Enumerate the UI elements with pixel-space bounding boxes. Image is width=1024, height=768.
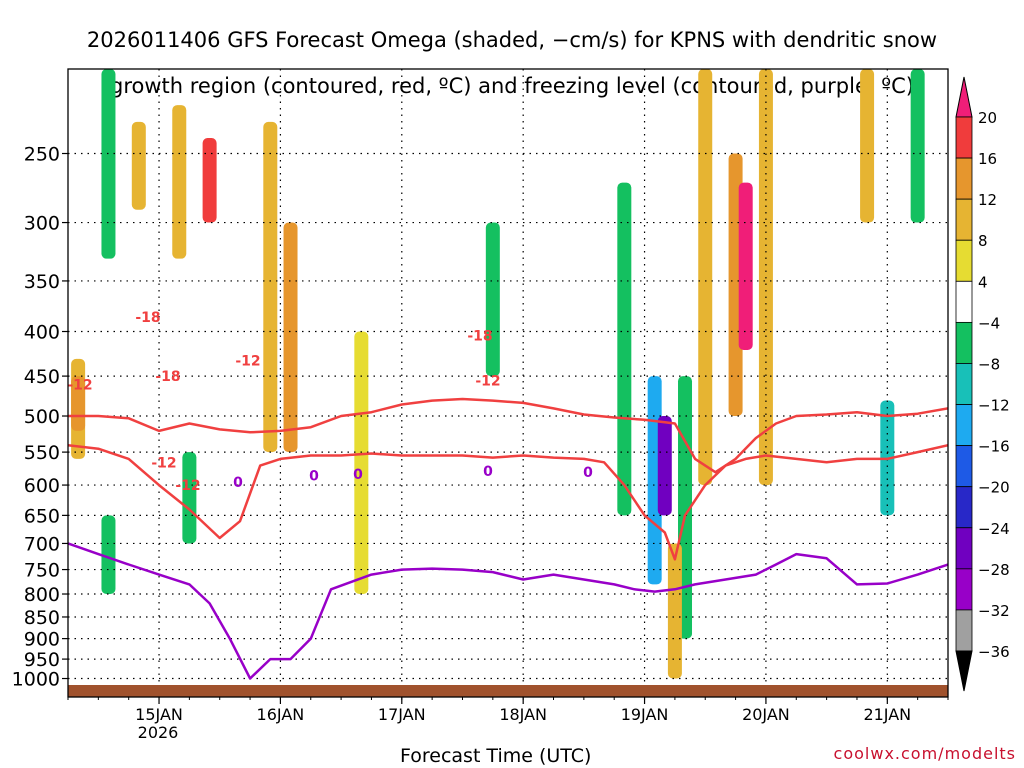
ytick-label-800: 800 [24,584,60,606]
omega-cell-21 [860,69,875,223]
colorbar-label-2: 12 [978,191,997,209]
omega-cell-2 [101,69,116,259]
ytick-label-250: 250 [24,144,60,166]
ytick-label-450: 450 [24,366,60,388]
xtick-label-15JAN: 15JAN [135,705,183,724]
ytick-label-900: 900 [24,629,60,651]
colorbar-bin-0 [955,116,973,159]
xtick-label-21JAN: 21JAN [863,705,911,724]
credit-link[interactable]: coolwx.com/modelts [833,744,1016,763]
omega-cell-17 [698,69,713,486]
y-axis-ticks: 2503003504004505005506006507007508008509… [12,144,68,691]
colorbar-label-10: −24 [978,520,1010,538]
colorbar-label-13: −36 [978,643,1010,661]
ytick-label-300: 300 [24,213,60,235]
contour-label-minus12-4: -12 [475,373,500,389]
omega-cell-12 [617,182,632,516]
grid-lines [68,69,948,697]
omega-cell-11 [485,222,500,377]
ytick-label-700: 700 [24,533,60,555]
colorbar-bin-10 [955,527,973,570]
omega-cell-6 [182,452,197,544]
colorbar-label-9: −20 [978,479,1010,497]
ground-bar [68,685,948,697]
colorbar-bin-11 [955,568,973,611]
colorbar-label-8: −16 [978,438,1010,456]
xtick-label-18JAN: 18JAN [499,705,547,724]
ytick-label-850: 850 [24,607,60,629]
xtick-label-19JAN: 19JAN [621,705,669,724]
colorbar-bin-1 [955,157,973,200]
omega-cell-4 [131,121,146,210]
ytick-label-550: 550 [24,442,60,464]
contour-freezing [68,542,948,680]
colorbar-label-6: −8 [978,355,1000,373]
colorbar-bin-6 [955,363,973,405]
colorbar-top-arrow [955,76,973,118]
colorbar-bottom-arrow [955,650,973,692]
omega-cell-23 [910,69,925,223]
xtick-label-20JAN: 20JAN [742,705,790,724]
colorbar: 20 16 12 8 4 −4 −8 −12 −16 −20 −24 −28 −32 −36 [955,76,1010,692]
contour-label-minus12-0: -12 [67,377,92,393]
colorbar-bin-9 [955,486,973,529]
contour-label-freezing-3: 0 [483,464,493,480]
ytick-label-950: 950 [24,649,60,671]
colorbar-bin-4 [955,280,973,323]
colorbar-bin-12 [955,609,973,652]
contour-label-minus18-1: -18 [155,369,180,385]
omega-cell-16 [667,543,682,679]
contour-minus12 [68,443,948,561]
colorbar-label-4: 4 [978,273,988,291]
omega-cell-14 [657,416,672,516]
colorbar-label-12: −32 [978,602,1010,620]
colorbar-bin-7 [955,404,973,447]
contour-label-freezing-0: 0 [233,475,243,491]
ytick-label-500: 500 [24,406,60,428]
x-axis-label: Forecast Time (UTC) [400,745,592,767]
contour-label-minus12-1: -12 [151,455,176,471]
colorbar-bin-3 [955,239,973,282]
colorbar-label-11: −28 [978,561,1010,579]
colorbar-bin-2 [955,198,973,241]
contour-label-minus12-2: -12 [175,478,200,494]
contour-label-minus18-2: -18 [467,328,492,344]
ytick-label-600: 600 [24,475,60,497]
ytick-label-1000: 1000 [12,669,60,691]
omega-cell-5 [172,105,187,259]
colorbar-label-3: 8 [978,232,988,250]
contour-label-freezing-4: 0 [583,465,593,481]
colorbar-bin-8 [955,445,973,488]
colorbar-bin-5 [955,321,973,364]
xtick-label-16JAN: 16JAN [257,705,305,724]
colorbar-label-0: 20 [978,109,997,127]
contour-label-minus18-0: -18 [135,310,160,326]
omega-cell-9 [283,222,298,453]
contour-label-minus12-3: -12 [235,354,260,370]
ytick-label-650: 650 [24,505,60,527]
colorbar-label-7: −12 [978,397,1010,415]
contour-label-freezing-1: 0 [309,468,319,484]
omega-cell-10 [354,331,369,595]
chart-title: 2026011406 GFS Forecast Omega (shaded, −… [0,6,1024,121]
ytick-label-350: 350 [24,271,60,293]
contour-lines: -18 -18 -18 -12 -12 -12 -12 -12 0 0 0 0 0 [67,310,948,680]
omega-cell-3 [101,515,116,595]
omega-cell-19 [738,182,753,350]
omega-cell-8 [263,121,278,453]
chart-title-line-1: 2026011406 GFS Forecast Omega (shaded, −… [86,28,938,52]
colorbar-label-5: −4 [978,314,1000,332]
ytick-label-750: 750 [24,560,60,582]
ytick-label-400: 400 [24,322,60,344]
year-label: 2026 [138,723,179,742]
plot-frame [67,68,949,698]
contour-minus18 [68,397,948,474]
colorbar-label-1: 16 [978,150,997,168]
xtick-label-17JAN: 17JAN [378,705,426,724]
contour-label-freezing-2: 0 [353,467,363,483]
x-axis-ticks: 15JAN 16JAN 17JAN 18JAN 19JAN 20JAN 21JAN [67,697,949,724]
omega-cell-7 [202,138,217,223]
